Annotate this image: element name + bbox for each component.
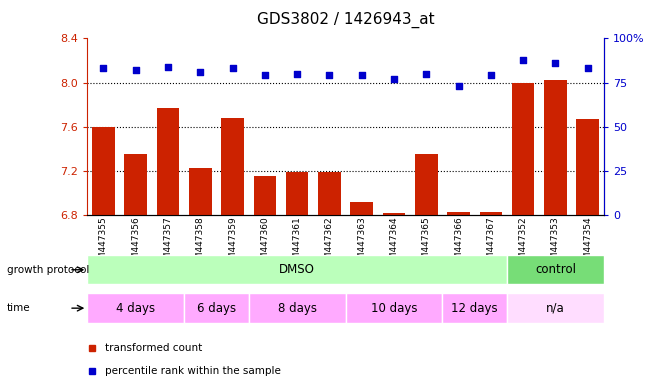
Text: n/a: n/a (546, 302, 565, 314)
Bar (507, 255, 604, 285)
Bar (350, 202, 373, 215)
Text: growth protocol: growth protocol (7, 265, 89, 275)
Text: 8 days: 8 days (278, 302, 317, 314)
Point (356, 73, 367, 79)
Point (486, 73, 497, 79)
Bar (382, 213, 405, 215)
Bar (512, 83, 535, 215)
Bar (124, 154, 147, 215)
Text: DMSO: DMSO (279, 263, 315, 276)
Bar (346, 293, 442, 323)
Bar (318, 172, 341, 215)
Bar (156, 108, 179, 215)
Text: 4 days: 4 days (116, 302, 155, 314)
Point (453, 83, 464, 89)
Point (389, 76, 399, 82)
Point (98, 65, 109, 71)
Text: transformed count: transformed count (105, 343, 203, 353)
Bar (442, 293, 507, 323)
Text: 6 days: 6 days (197, 302, 236, 314)
Point (324, 73, 335, 79)
Bar (286, 172, 309, 215)
Bar (184, 293, 249, 323)
Point (582, 65, 593, 71)
Bar (415, 154, 437, 215)
Bar (480, 212, 502, 215)
Point (292, 71, 303, 77)
Point (195, 69, 205, 75)
Point (162, 64, 173, 70)
Bar (92, 127, 115, 215)
Bar (189, 167, 211, 215)
Text: 12 days: 12 days (452, 302, 498, 314)
Bar (544, 80, 567, 215)
Bar (448, 212, 470, 215)
Bar (87, 255, 507, 285)
Bar (576, 119, 599, 215)
Bar (87, 293, 184, 323)
Point (260, 73, 270, 79)
Bar (507, 293, 604, 323)
Point (227, 65, 238, 71)
Text: 10 days: 10 days (371, 302, 417, 314)
Text: control: control (535, 263, 576, 276)
Bar (249, 293, 346, 323)
Point (421, 71, 431, 77)
Text: GDS3802 / 1426943_at: GDS3802 / 1426943_at (257, 12, 434, 28)
Point (518, 56, 529, 63)
Point (550, 60, 561, 66)
Text: percentile rank within the sample: percentile rank within the sample (105, 366, 281, 376)
Point (130, 67, 141, 73)
Bar (254, 176, 276, 215)
Bar (221, 118, 244, 215)
Text: time: time (7, 303, 30, 313)
